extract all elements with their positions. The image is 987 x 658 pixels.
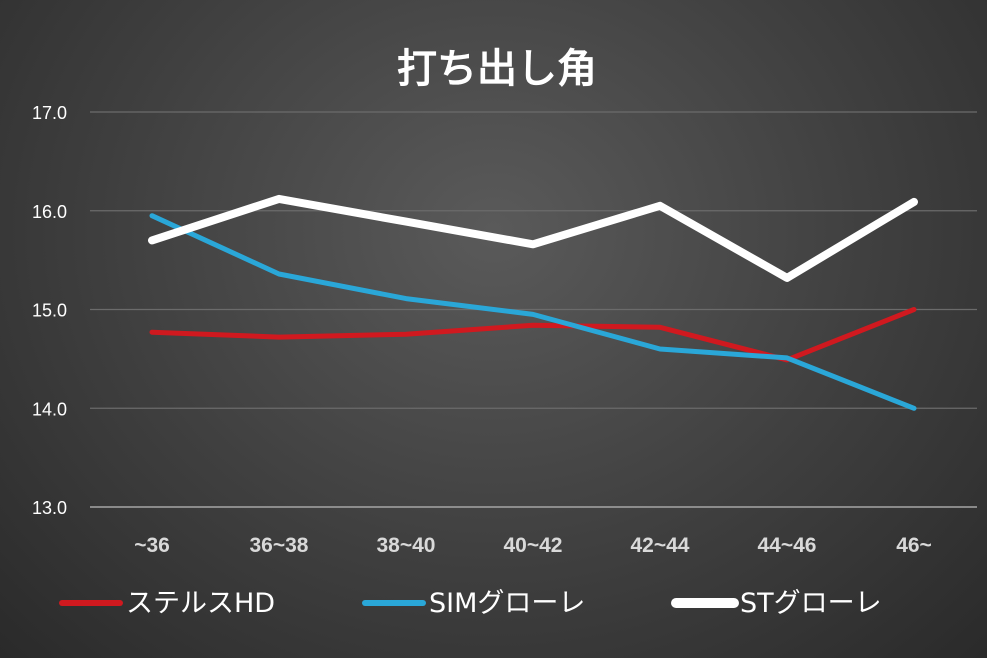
x-tick-label: 42~44 xyxy=(631,534,690,557)
series-lines xyxy=(148,194,918,411)
x-tick-label: 38~40 xyxy=(377,534,436,557)
gridlines xyxy=(90,111,977,508)
legend-label: SIMグローレ xyxy=(429,588,585,619)
y-tick-label: 13.0 xyxy=(32,498,67,518)
y-tick-label: 17.0 xyxy=(32,103,67,123)
series-line-2 xyxy=(149,213,917,411)
legend-label: ステルスHD xyxy=(126,588,275,619)
chart-title: 打ち出し角 xyxy=(397,46,597,92)
x-tick-label: 40~42 xyxy=(504,534,563,557)
y-tick-label: 16.0 xyxy=(32,202,67,222)
y-tick-label: 14.0 xyxy=(32,399,67,419)
x-tick-label: 44~46 xyxy=(758,534,817,557)
legend-label: STグローレ xyxy=(740,588,882,619)
legend: ステルスHD SIMグローレ STグローレ xyxy=(59,588,882,619)
x-tick-label: 46~ xyxy=(896,534,932,557)
x-tick-label: ~36 xyxy=(134,534,170,557)
series-line-1 xyxy=(149,307,917,363)
series-line-3 xyxy=(148,194,918,282)
y-axis-ticks: 13.0 14.0 15.0 16.0 17.0 xyxy=(32,103,67,518)
y-tick-label: 15.0 xyxy=(32,301,67,321)
x-tick-label: 36~38 xyxy=(250,534,309,557)
x-axis-ticks: ~36 36~38 38~40 40~42 42~44 44~46 46~ xyxy=(134,534,932,557)
